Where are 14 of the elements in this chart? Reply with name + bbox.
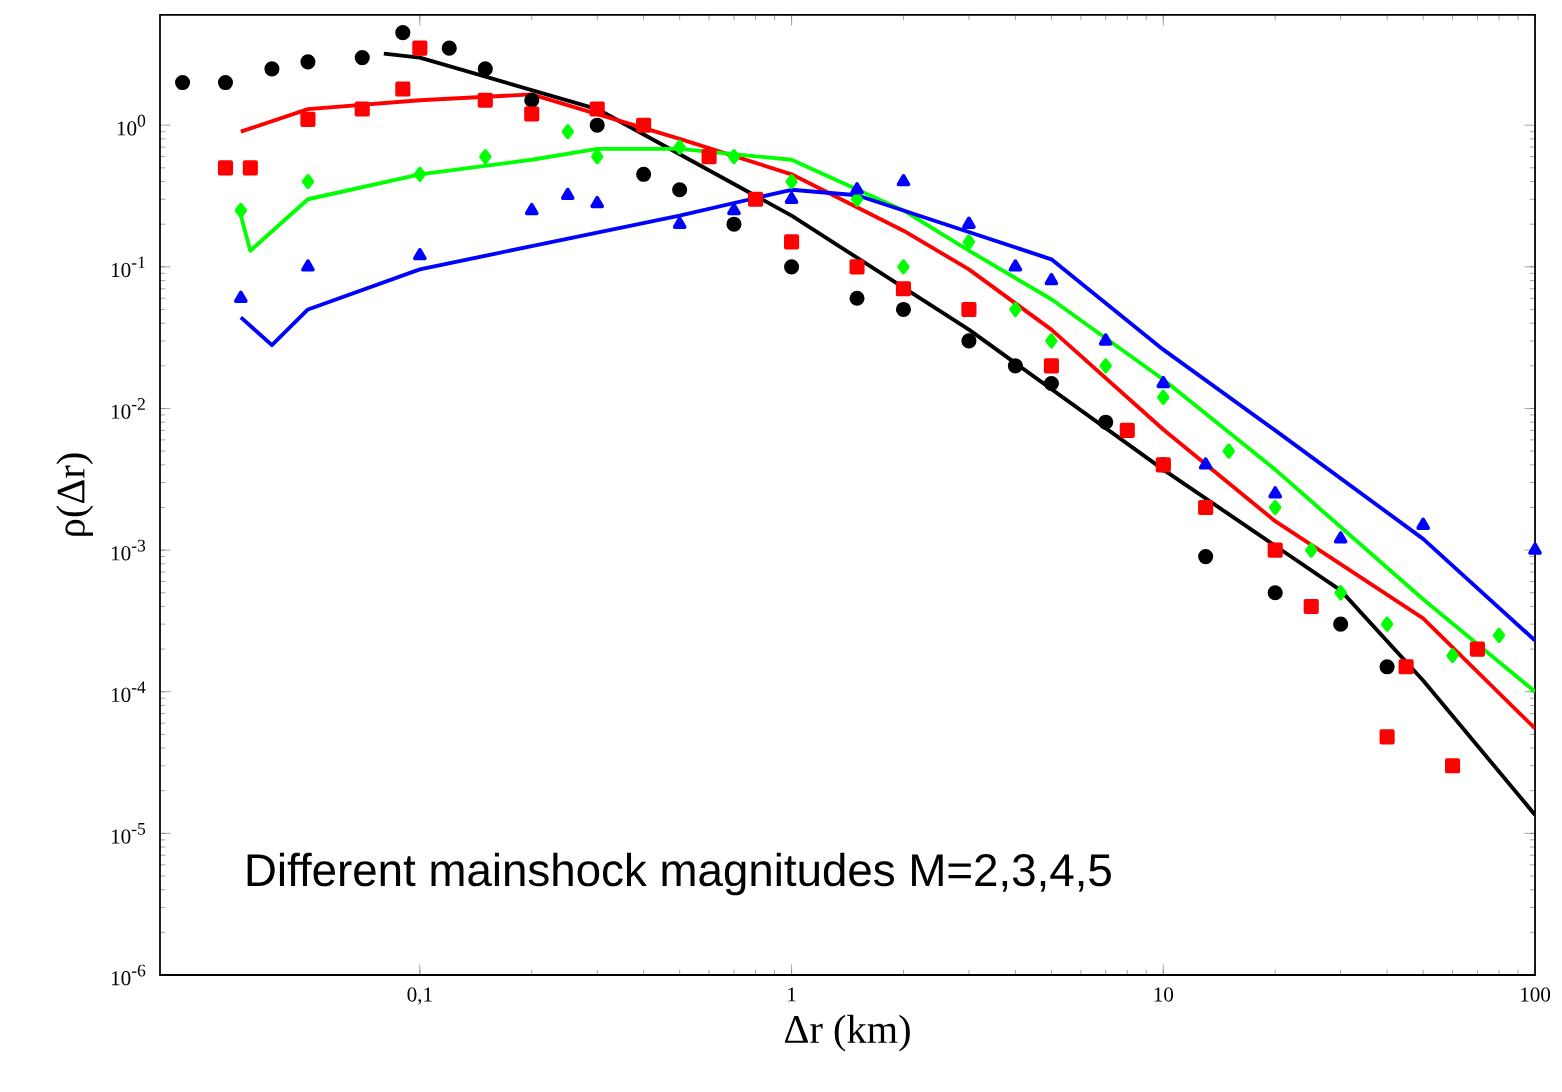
x-axis-title: Δr (km) bbox=[785, 1014, 910, 1052]
x-tick-label: 10 bbox=[1154, 987, 1174, 1002]
y-tick-label: 10$^{-3}$ bbox=[111, 539, 146, 561]
y-tick-label: 10$^{-1}$ bbox=[111, 256, 145, 278]
y-tick-label: 10$^{-4}$ bbox=[111, 681, 146, 703]
y-axis-title: ρ(Δr) bbox=[56, 453, 93, 536]
x-tick-label: 100 bbox=[1521, 987, 1551, 1002]
y-tick-label: 10$^{0}$ bbox=[117, 114, 146, 136]
x-tick-label: 1 bbox=[788, 987, 796, 1002]
y-tick-label: 10$^{-2}$ bbox=[111, 398, 145, 419]
y-tick-label: 10$^{-6}$ bbox=[111, 964, 146, 986]
y-tick-label: 10$^{-5}$ bbox=[111, 823, 146, 844]
annotation: Different mainshock magnitudes M=2,3,4,5 bbox=[247, 852, 1111, 896]
x-tick-label: 0,1 bbox=[407, 987, 432, 1005]
